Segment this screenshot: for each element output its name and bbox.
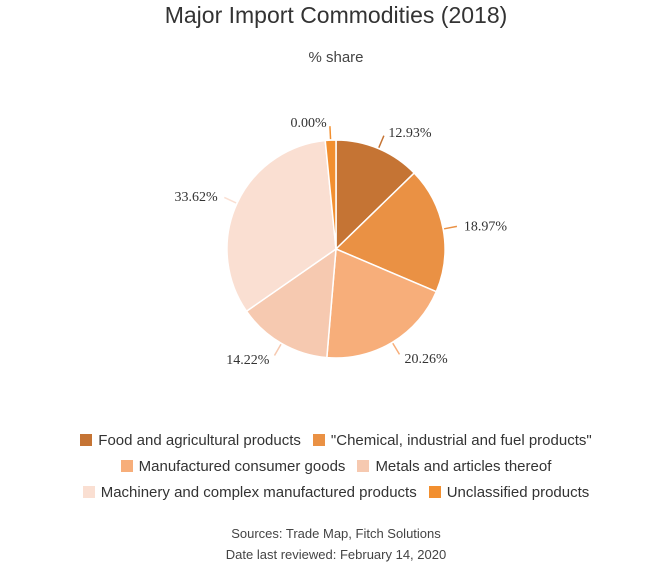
legend-label: Manufactured consumer goods <box>138 457 346 475</box>
legend-label: Machinery and complex manufactured produ… <box>100 483 417 501</box>
data-label-unclassified: 0.00% <box>291 116 328 131</box>
pie-slice-machinery[interactable] <box>226 139 337 313</box>
legend-item-machinery[interactable]: Machinery and complex manufactured produ… <box>82 483 417 501</box>
legend-swatch <box>357 460 370 472</box>
chart-subtitle: % share <box>308 49 364 66</box>
pie-slice-unclassified[interactable] <box>324 139 337 250</box>
legend-item-unclassified[interactable]: Unclassified products <box>428 483 590 501</box>
leader-line-consumer-goods <box>392 342 401 355</box>
legend-row-3: Machinery and complex manufactured produ… <box>0 479 672 505</box>
pie-chart: 12.93% 18.97% 20.26% 14.22% 33.62% 0.00% <box>175 116 508 368</box>
legend-swatch <box>80 434 93 446</box>
pie-slice-food[interactable] <box>335 139 416 251</box>
leader-line-food <box>378 135 385 148</box>
legend-label: Metals and articles thereof <box>375 457 552 475</box>
last-reviewed-note: Date last reviewed: February 14, 2020 <box>225 547 447 562</box>
legend-item-metals[interactable]: Metals and articles thereof <box>357 458 551 475</box>
legend-label: Unclassified products <box>446 483 590 501</box>
legend-swatch <box>82 486 95 498</box>
data-label-metals: 14.22% <box>226 353 270 368</box>
leader-line-machinery <box>224 196 237 204</box>
footer: Sources: Trade Map, Fitch Solutions Date… <box>0 523 672 565</box>
legend: Food and agricultural products "Chemical… <box>0 427 672 505</box>
data-label-machinery: 33.62% <box>175 190 219 205</box>
legend-item-chemical[interactable]: "Chemical, industrial and fuel products" <box>312 431 592 449</box>
legend-label: Food and agricultural products <box>98 431 301 449</box>
data-label-food: 12.93% <box>388 126 432 141</box>
leader-line-unclassified <box>329 126 332 140</box>
legend-swatch <box>428 486 441 498</box>
chart-title: Major Import Commodities (2018) <box>164 2 508 28</box>
legend-swatch <box>312 434 325 446</box>
leader-line-metals <box>273 343 282 356</box>
pie-slice-consumer-goods[interactable] <box>326 247 438 359</box>
leader-line-chemical <box>443 225 458 230</box>
legend-item-consumer-goods[interactable]: Manufactured consumer goods <box>120 457 346 475</box>
data-label-consumer-goods: 20.26% <box>405 352 449 367</box>
data-label-chemical: 18.97% <box>464 220 508 235</box>
legend-swatch <box>120 460 133 472</box>
legend-item-food[interactable]: Food and agricultural products <box>80 432 301 449</box>
legend-row-1: Food and agricultural products "Chemical… <box>0 427 672 453</box>
legend-row-2: Manufactured consumer goods Metals and a… <box>0 453 672 479</box>
pie-slice-chemical[interactable] <box>334 171 446 293</box>
sources-note: Sources: Trade Map, Fitch Solutions <box>231 526 441 541</box>
pie-slice-metals[interactable] <box>245 247 337 359</box>
legend-label: "Chemical, industrial and fuel products" <box>330 431 592 449</box>
